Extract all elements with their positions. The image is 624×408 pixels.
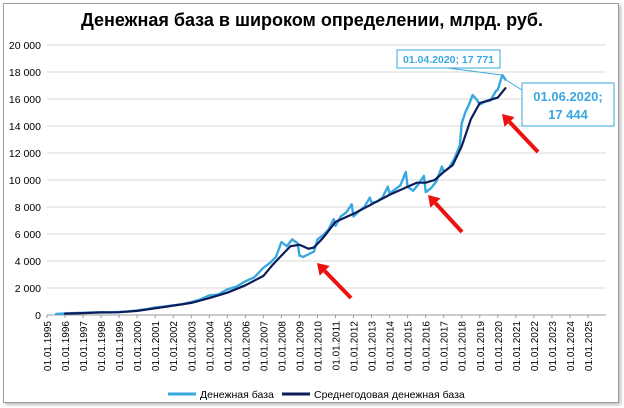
grid-layer: 0 2 000 4 000 6 000 8 000 10 000 12 000 14 000 1… (9, 40, 606, 371)
x-tick-label: 01.01.2011 (332, 321, 343, 371)
x-tick-label: 01.01.2017 (440, 321, 451, 371)
red-arrow-head (502, 114, 515, 127)
y-tick-label: 2 000 (15, 283, 41, 295)
annotation-layer: 01.04.2020; 17 771 01.06.2020; 17 444 (396, 49, 615, 127)
callout-leader-june (505, 79, 523, 91)
red-arrow-shaft (433, 201, 464, 234)
y-tick-label: 18 000 (9, 67, 41, 79)
series-layer (54, 73, 507, 316)
y-tick-label: 10 000 (9, 175, 41, 187)
x-tick-label: 01.01.1998 (97, 321, 108, 371)
legend-label-money-base: Денежная база (200, 389, 274, 401)
chart-frame (3, 3, 619, 403)
red-arrow-head (317, 263, 330, 276)
x-tick-label: 01.01.2000 (133, 321, 144, 371)
x-tick-label: 01.01.2006 (241, 321, 252, 371)
red-arrow-shaft (508, 120, 540, 154)
y-tick-label: 6 000 (15, 229, 41, 241)
x-tick-label: 01.01.2014 (386, 321, 397, 371)
y-tick-label: 12 000 (9, 148, 41, 160)
x-tick-label: 01.01.2018 (458, 321, 469, 371)
x-tick-label: 01.01.1996 (61, 321, 72, 371)
x-tick-label: 01.01.2015 (404, 321, 415, 371)
x-tick-label: 01.01.2016 (422, 321, 433, 371)
callout-box-june (521, 82, 615, 127)
series-line-avg-money-base (63, 87, 507, 315)
callout-label-june-value: 17 444 (548, 107, 589, 122)
y-tick-label: 8 000 (15, 202, 41, 214)
x-tick-label: 01.01.2012 (350, 321, 361, 371)
red-arrow-head (428, 195, 441, 208)
y-tick-label: 16 000 (9, 94, 41, 106)
x-tick-label: 01.01.2007 (259, 321, 270, 371)
arrow-layer (317, 114, 540, 300)
red-arrow-shaft (323, 269, 353, 300)
legend-label-avg-money-base: Среднегодовая денежная база (314, 389, 465, 401)
x-tick-label: 01.01.2004 (205, 321, 216, 371)
x-tick-label: 01.01.2001 (151, 321, 162, 371)
x-tick-label: 01.01.2003 (187, 321, 198, 371)
x-tick-label: 01.01.2005 (223, 321, 234, 371)
x-tick-label: 01.01.1997 (79, 321, 90, 371)
x-tick-label: 01.01.1999 (115, 321, 126, 371)
callout-label-june-date: 01.06.2020; (533, 89, 602, 104)
x-tick-label: 01.01.2010 (313, 321, 324, 371)
y-tick-label: 4 000 (15, 256, 41, 268)
x-tick-label: 01.01.2009 (295, 321, 306, 371)
y-tick-label: 0 (35, 310, 41, 322)
x-tick-label: 01.01.2013 (368, 321, 379, 371)
x-tick-label: 01.01.2020 (494, 321, 505, 371)
y-tick-label: 20 000 (9, 40, 41, 52)
callout-label-april: 01.04.2020; 17 771 (403, 54, 494, 66)
series-line-money-base (54, 73, 507, 316)
x-tick-label: 01.01.2019 (476, 321, 487, 371)
x-tick-label: 01.01.2008 (277, 321, 288, 371)
x-tick-label: 01.01.2021 (512, 321, 523, 371)
x-tick-label: 01.01.2024 (566, 321, 577, 371)
callout-leader-april (447, 67, 503, 76)
x-tick-label: 01.01.2022 (530, 321, 541, 371)
x-tick-label: 01.01.2002 (169, 321, 180, 371)
legend: Денежная база Среднегодовая денежная баз… (168, 389, 465, 401)
chart-title: Денежная база в широком определении, млр… (80, 10, 544, 30)
x-tick-label: 01.01.2023 (548, 321, 559, 371)
callout-box-april (396, 49, 501, 69)
y-tick-label: 14 000 (9, 121, 41, 133)
x-tick-label: 01.01.1995 (43, 321, 54, 371)
x-tick-label: 01.01.2025 (584, 321, 595, 371)
